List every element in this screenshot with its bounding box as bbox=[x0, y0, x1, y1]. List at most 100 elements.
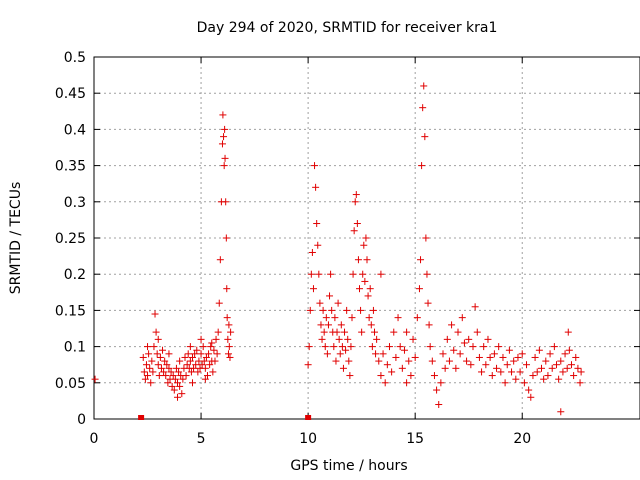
data-point bbox=[144, 372, 152, 380]
data-point bbox=[307, 270, 315, 278]
data-point bbox=[222, 234, 230, 242]
data-point bbox=[454, 328, 462, 336]
data-point bbox=[227, 328, 235, 336]
data-point bbox=[222, 198, 230, 206]
data-point bbox=[369, 306, 377, 314]
data-points bbox=[91, 82, 585, 420]
x-tick-labels: 0 5 10 15 20 bbox=[90, 431, 532, 447]
data-point bbox=[383, 361, 391, 369]
data-point bbox=[428, 357, 436, 365]
data-point bbox=[153, 350, 161, 358]
data-point bbox=[529, 372, 537, 380]
data-point bbox=[215, 299, 223, 307]
chart-title: Day 294 of 2020, SRMTID for receiver kra… bbox=[197, 20, 498, 36]
data-point bbox=[319, 306, 327, 314]
data-point bbox=[213, 350, 221, 358]
data-point bbox=[411, 353, 419, 361]
data-point bbox=[223, 314, 231, 322]
data-point bbox=[199, 343, 207, 351]
data-point bbox=[525, 386, 533, 394]
data-point bbox=[334, 299, 342, 307]
data-point bbox=[366, 285, 374, 293]
data-point bbox=[567, 361, 575, 369]
data-point bbox=[205, 350, 213, 358]
data-point bbox=[443, 335, 451, 343]
data-point bbox=[456, 350, 464, 358]
data-point bbox=[540, 375, 548, 383]
data-point bbox=[304, 361, 312, 369]
data-point bbox=[183, 361, 191, 369]
data-point bbox=[317, 321, 325, 329]
data-point bbox=[403, 328, 411, 336]
data-point bbox=[352, 191, 360, 199]
data-point bbox=[178, 390, 186, 398]
data-point bbox=[141, 375, 149, 383]
data-point bbox=[370, 328, 378, 336]
data-point bbox=[413, 314, 421, 322]
data-point bbox=[417, 256, 425, 264]
axis-ticks bbox=[93, 56, 640, 420]
data-point bbox=[314, 241, 322, 249]
data-point bbox=[146, 364, 154, 372]
data-point bbox=[201, 364, 209, 372]
data-point bbox=[437, 379, 445, 387]
data-point bbox=[165, 364, 173, 372]
data-point bbox=[212, 335, 220, 343]
data-point bbox=[341, 328, 349, 336]
data-point bbox=[426, 343, 434, 351]
data-point bbox=[169, 372, 177, 380]
data-point bbox=[392, 353, 400, 361]
y-tick-label: 0.1 bbox=[64, 340, 86, 356]
data-point bbox=[201, 375, 209, 383]
data-point bbox=[425, 321, 433, 329]
y-tick-label: 0 bbox=[77, 412, 86, 428]
data-point bbox=[147, 379, 155, 387]
data-point bbox=[570, 372, 578, 380]
data-point bbox=[435, 401, 443, 409]
data-point bbox=[186, 357, 194, 365]
data-point bbox=[430, 372, 438, 380]
data-point bbox=[469, 343, 477, 351]
data-point bbox=[174, 393, 182, 401]
data-point bbox=[497, 368, 505, 376]
data-point bbox=[377, 270, 385, 278]
x-axis-label: GPS time / hours bbox=[290, 458, 407, 474]
data-point bbox=[221, 154, 229, 162]
data-point bbox=[176, 357, 184, 365]
data-point bbox=[398, 364, 406, 372]
data-point bbox=[174, 379, 182, 387]
data-point bbox=[306, 306, 314, 314]
data-point bbox=[349, 270, 357, 278]
data-point bbox=[421, 133, 429, 141]
data-point bbox=[333, 328, 341, 336]
data-point bbox=[151, 310, 159, 318]
data-point bbox=[555, 375, 563, 383]
data-point bbox=[224, 335, 232, 343]
data-point bbox=[482, 361, 490, 369]
data-point bbox=[361, 277, 369, 285]
data-point bbox=[365, 314, 373, 322]
data-point bbox=[140, 368, 148, 376]
y-tick-label: 0.4 bbox=[64, 122, 86, 138]
data-point bbox=[192, 361, 200, 369]
data-point bbox=[335, 335, 343, 343]
data-point bbox=[197, 350, 205, 358]
data-point bbox=[159, 346, 167, 354]
data-point bbox=[450, 346, 458, 354]
data-point bbox=[226, 353, 234, 361]
data-point bbox=[167, 368, 175, 376]
data-point bbox=[538, 364, 546, 372]
data-point bbox=[396, 343, 404, 351]
data-point bbox=[157, 364, 165, 372]
data-point bbox=[162, 372, 170, 380]
data-point bbox=[179, 375, 187, 383]
data-point bbox=[415, 285, 423, 293]
data-point bbox=[565, 346, 573, 354]
data-point bbox=[400, 346, 408, 354]
data-point bbox=[155, 372, 163, 380]
data-point bbox=[407, 372, 415, 380]
data-point bbox=[326, 292, 334, 300]
y-tick-labels: 0 0.05 0.1 0.15 0.2 0.25 0.3 0.35 0.4 0.45 0.5 bbox=[55, 50, 86, 428]
data-point bbox=[508, 368, 516, 376]
